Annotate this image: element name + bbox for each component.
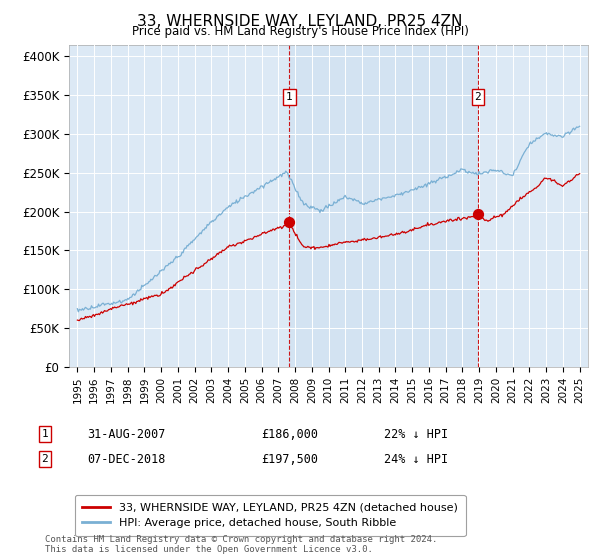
Text: £197,500: £197,500	[261, 452, 318, 466]
Text: 2: 2	[475, 92, 481, 102]
Text: 1: 1	[286, 92, 293, 102]
Text: 31-AUG-2007: 31-AUG-2007	[87, 427, 166, 441]
Text: 1: 1	[41, 429, 49, 439]
Text: 2: 2	[41, 454, 49, 464]
Text: 07-DEC-2018: 07-DEC-2018	[87, 452, 166, 466]
Point	[284, 218, 294, 227]
Legend: 33, WHERNSIDE WAY, LEYLAND, PR25 4ZN (detached house), HPI: Average price, detac: 33, WHERNSIDE WAY, LEYLAND, PR25 4ZN (de…	[74, 494, 466, 536]
Point	[473, 209, 482, 218]
Text: Contains HM Land Registry data © Crown copyright and database right 2024.
This d: Contains HM Land Registry data © Crown c…	[45, 535, 437, 554]
Text: Price paid vs. HM Land Registry's House Price Index (HPI): Price paid vs. HM Land Registry's House …	[131, 25, 469, 38]
Text: £186,000: £186,000	[261, 427, 318, 441]
Bar	[289, 45, 478, 367]
Text: 33, WHERNSIDE WAY, LEYLAND, PR25 4ZN: 33, WHERNSIDE WAY, LEYLAND, PR25 4ZN	[137, 14, 463, 29]
Text: 24% ↓ HPI: 24% ↓ HPI	[384, 452, 448, 466]
Text: 22% ↓ HPI: 22% ↓ HPI	[384, 427, 448, 441]
